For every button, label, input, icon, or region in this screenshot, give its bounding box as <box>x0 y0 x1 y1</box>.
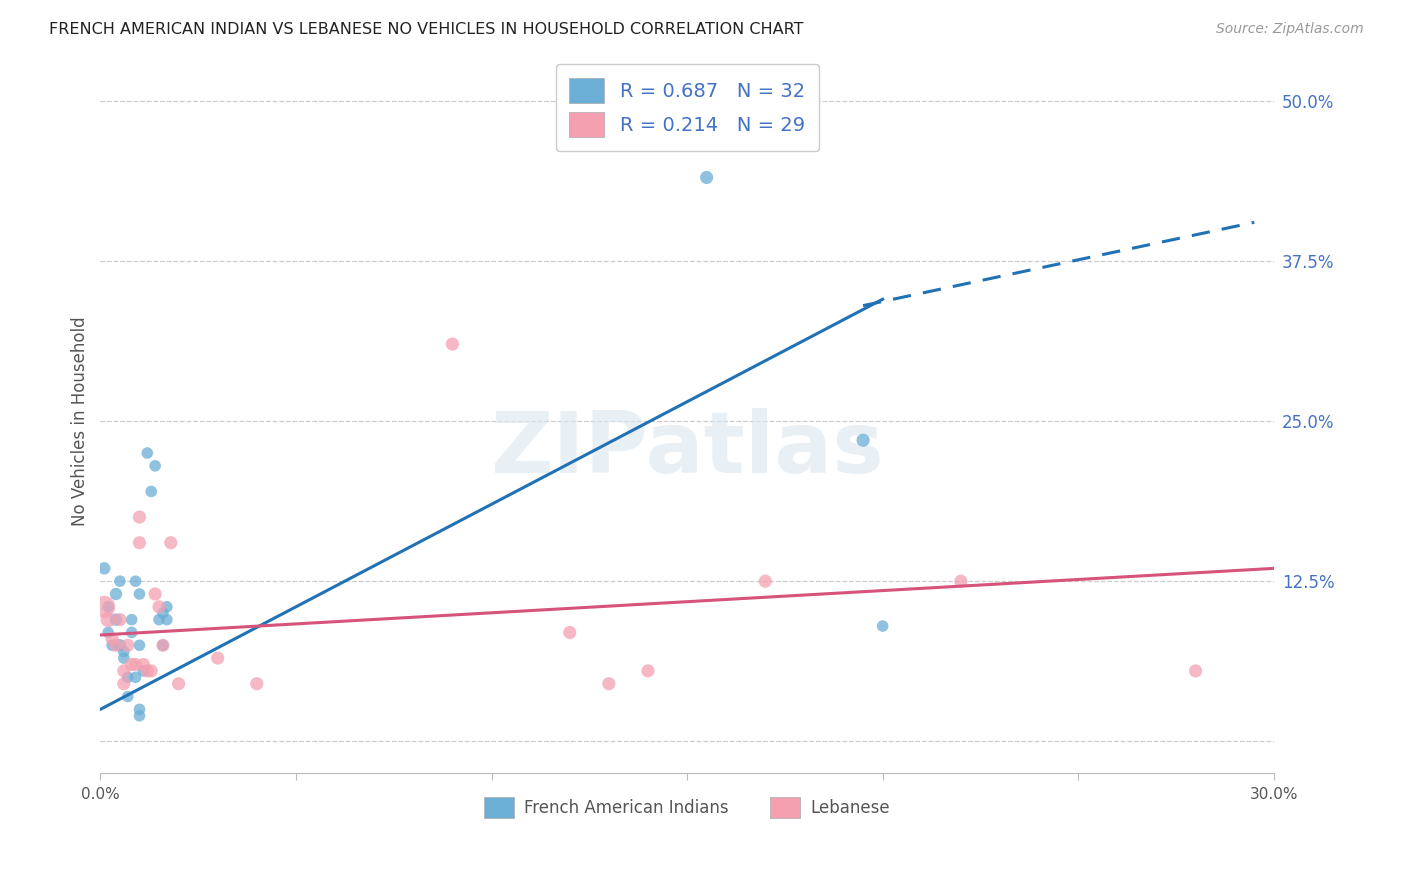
Point <box>117 690 139 704</box>
Point <box>246 676 269 690</box>
Point <box>148 599 170 614</box>
Point <box>128 535 150 549</box>
Point <box>132 657 155 672</box>
Point <box>128 510 150 524</box>
Point <box>441 337 464 351</box>
Point <box>128 708 150 723</box>
Point <box>112 664 135 678</box>
Point <box>93 561 115 575</box>
Point <box>637 664 659 678</box>
Point <box>101 638 124 652</box>
Point <box>152 606 174 620</box>
Point <box>124 670 146 684</box>
Point <box>132 664 155 678</box>
Point <box>558 625 581 640</box>
Point <box>112 651 135 665</box>
Point <box>121 613 143 627</box>
Point <box>136 446 159 460</box>
Point <box>754 574 776 589</box>
Point <box>128 638 150 652</box>
Point <box>141 484 163 499</box>
Text: FRENCH AMERICAN INDIAN VS LEBANESE NO VEHICLES IN HOUSEHOLD CORRELATION CHART: FRENCH AMERICAN INDIAN VS LEBANESE NO VE… <box>49 22 804 37</box>
Point <box>112 645 135 659</box>
Point <box>128 702 150 716</box>
Point <box>167 676 190 690</box>
Point <box>156 613 179 627</box>
Point <box>117 670 139 684</box>
Point <box>108 638 131 652</box>
Point <box>97 625 120 640</box>
Point <box>108 613 131 627</box>
Point <box>872 619 894 633</box>
Point <box>124 574 146 589</box>
Point <box>97 613 120 627</box>
Point <box>101 632 124 646</box>
Point <box>141 664 163 678</box>
Point <box>121 625 143 640</box>
Text: Source: ZipAtlas.com: Source: ZipAtlas.com <box>1216 22 1364 37</box>
Point <box>124 657 146 672</box>
Point <box>108 574 131 589</box>
Point <box>93 599 115 614</box>
Point <box>949 574 972 589</box>
Point <box>117 638 139 652</box>
Point <box>598 676 620 690</box>
Point <box>148 613 170 627</box>
Point <box>207 651 229 665</box>
Point <box>156 599 179 614</box>
Point <box>105 587 128 601</box>
Y-axis label: No Vehicles in Household: No Vehicles in Household <box>72 316 89 525</box>
Point <box>136 664 159 678</box>
Point <box>121 657 143 672</box>
Point <box>1184 664 1206 678</box>
Point <box>152 638 174 652</box>
Point <box>143 587 166 601</box>
Point <box>105 613 128 627</box>
Legend: French American Indians, Lebanese: French American Indians, Lebanese <box>478 790 897 825</box>
Point <box>143 458 166 473</box>
Point <box>159 535 181 549</box>
Point <box>852 433 875 447</box>
Point <box>152 638 174 652</box>
Point <box>112 676 135 690</box>
Text: ZIPatlas: ZIPatlas <box>491 408 884 491</box>
Point <box>105 638 128 652</box>
Point <box>97 599 120 614</box>
Point <box>128 587 150 601</box>
Point <box>696 170 718 185</box>
